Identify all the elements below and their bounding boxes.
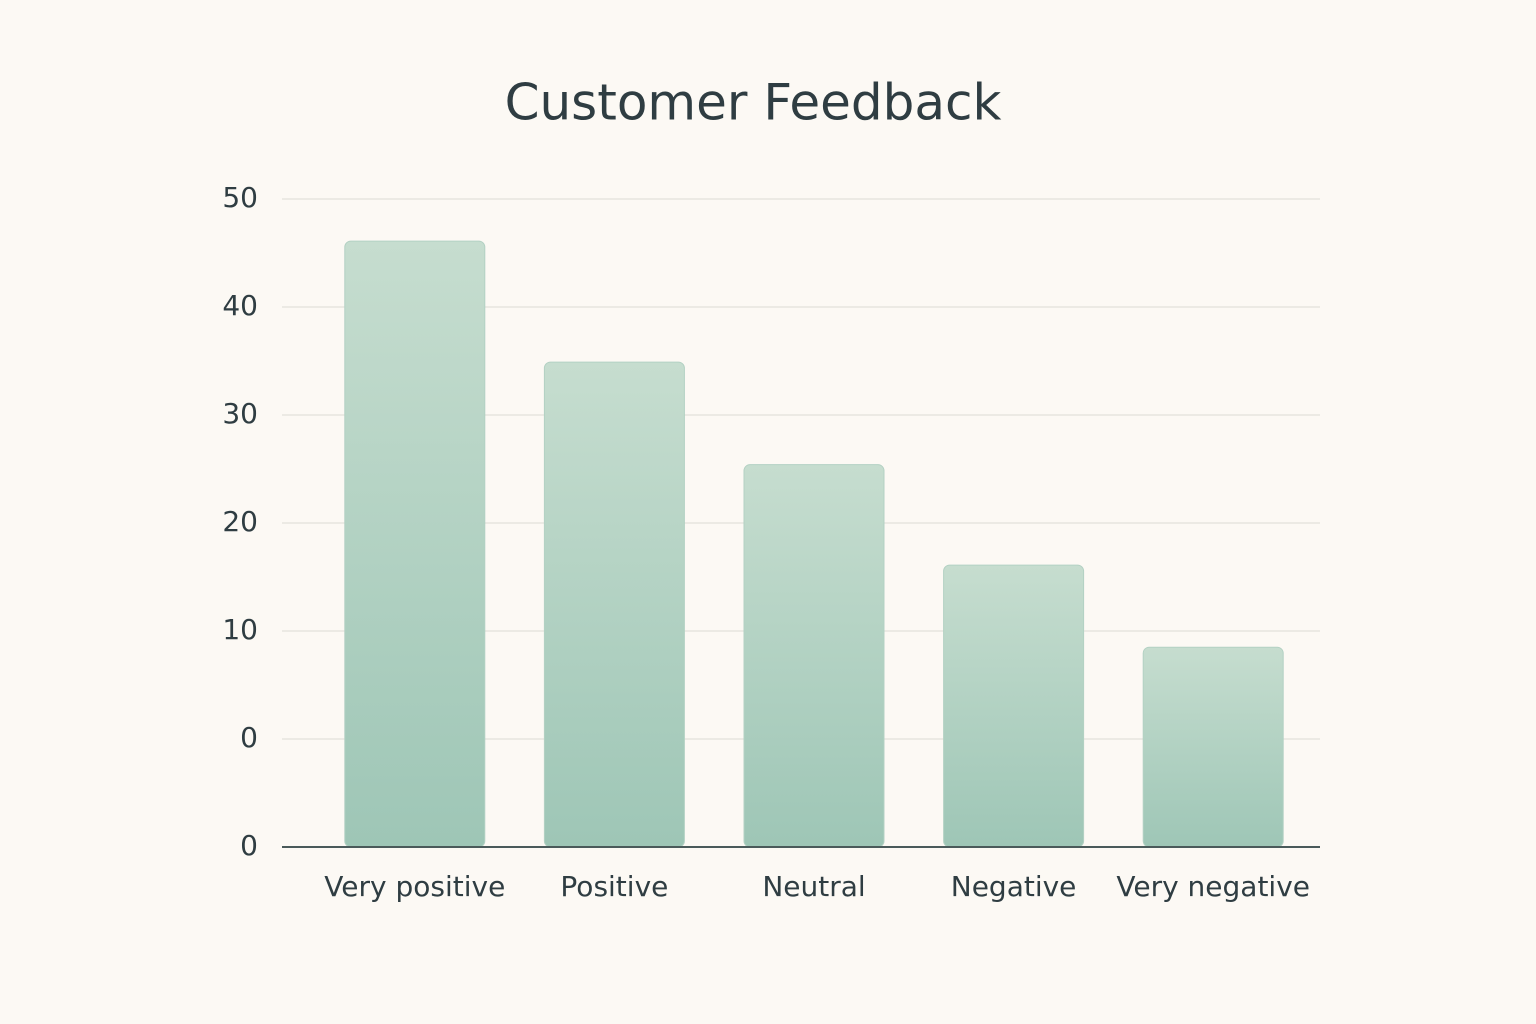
x-tick-label: Neutral (762, 870, 865, 903)
y-tick-label: 30 (222, 397, 258, 430)
y-tick-label: 20 (222, 505, 258, 538)
y-tick-label: 0 (240, 721, 258, 754)
chart-title: Customer Feedback (505, 74, 1002, 132)
bar (543, 361, 685, 848)
bar (344, 240, 486, 848)
y-tick-label: 40 (222, 289, 258, 322)
y-tick-label: 50 (222, 181, 258, 214)
x-tick-label: Very positive (324, 870, 505, 903)
y-tick-label: 10 (222, 613, 258, 646)
x-tick-label: Very negative (1116, 870, 1310, 903)
bar (943, 564, 1085, 848)
bar (743, 464, 885, 848)
bar (1142, 646, 1284, 848)
y-tick-label: 0 (240, 829, 258, 862)
x-tick-label: Positive (560, 870, 668, 903)
x-tick-label: Negative (951, 870, 1077, 903)
